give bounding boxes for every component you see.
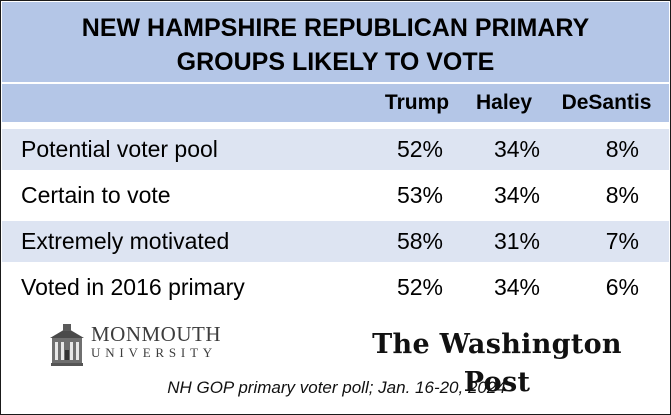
haley-value: 34%: [493, 182, 540, 208]
header-blank-cell: [2, 84, 370, 122]
haley-value: 31%: [493, 228, 540, 254]
trump-value: 52%: [396, 274, 443, 300]
table-row: Extremely motivated 58% 31% 7%: [2, 221, 669, 262]
monmouth-name: MONMOUTH: [91, 322, 221, 346]
table-title: NEW HAMPSHIRE REPUBLICAN PRIMARY GROUPS …: [2, 2, 669, 82]
trump-value: 53%: [396, 182, 443, 208]
table-row: Voted in 2016 primary 52% 34% 6%: [2, 267, 669, 308]
title-line-2: GROUPS LIKELY TO VOTE: [176, 48, 495, 76]
row-label: Potential voter pool: [21, 136, 218, 162]
footnote: NH GOP primary voter poll; Jan. 16-20, 2…: [167, 378, 506, 397]
desantis-value: 6%: [605, 274, 639, 300]
row-label: Voted in 2016 primary: [21, 274, 245, 300]
desantis-value: 7%: [605, 228, 639, 254]
washington-post-logo: The Washington Post: [372, 329, 622, 398]
table-row: Certain to vote 53% 34% 8%: [2, 175, 669, 216]
table-row: Potential voter pool 52% 34% 8%: [2, 129, 669, 170]
haley-value: 34%: [493, 274, 540, 300]
monmouth-sub: UNIVERSITY: [91, 345, 217, 360]
title-line-1: NEW HAMPSHIRE REPUBLICAN PRIMARY: [81, 14, 590, 42]
column-header-trump: Trump: [370, 84, 464, 122]
trump-value: 58%: [396, 228, 443, 254]
row-label: Certain to vote: [21, 182, 171, 208]
desantis-value: 8%: [605, 136, 639, 162]
column-header-desantis: DeSantis: [544, 84, 669, 122]
row-label: Extremely motivated: [21, 228, 230, 254]
monmouth-university-logo: MONMOUTH UNIVERSITY: [49, 323, 221, 367]
trump-value: 52%: [396, 136, 443, 162]
column-header-haley: Haley: [464, 84, 544, 122]
haley-value: 34%: [493, 136, 540, 162]
monmouth-building-icon: [50, 324, 84, 366]
desantis-value: 8%: [605, 182, 639, 208]
